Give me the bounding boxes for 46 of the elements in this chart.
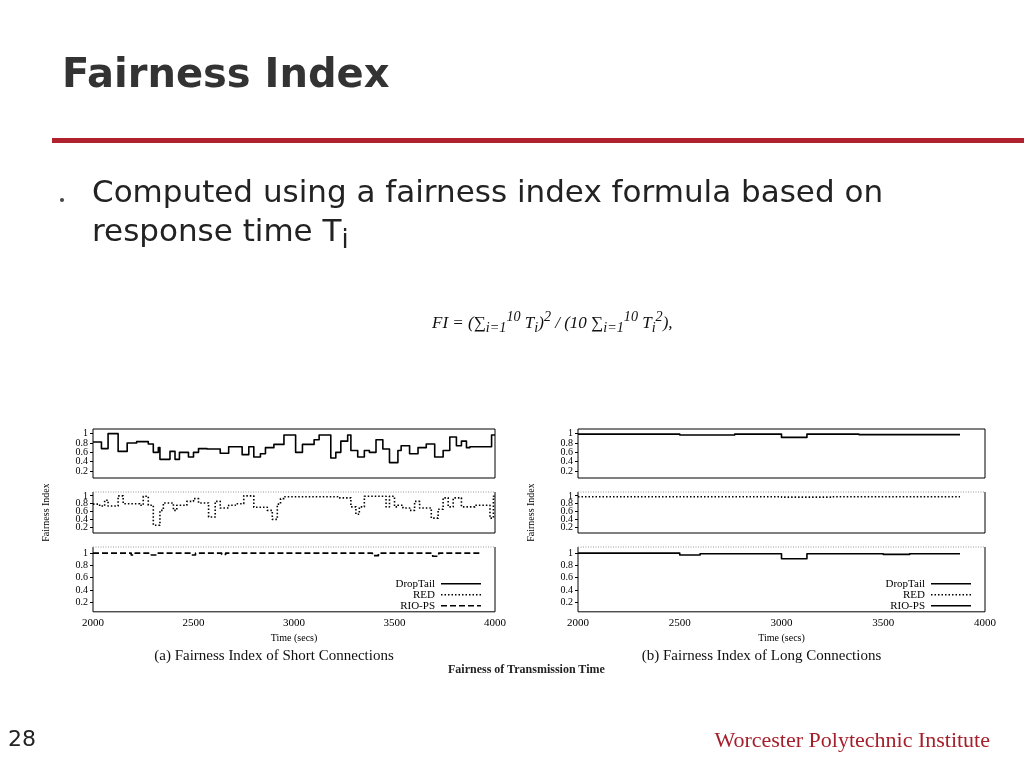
x-axis-title: Time (secs) [270,631,318,644]
y-tick-label: 0.8 [560,559,573,571]
y-tick-label: 0.2 [560,464,573,476]
legend-label: DropTail [885,576,925,589]
x-tick-label: 2000 [567,616,590,629]
text: Computed using a fairness index formula based on response time T$_{i}$ [92,172,885,256]
legend-label: DropTail [395,576,435,589]
y-tick-label: 0.2 [75,464,88,476]
x-tick-label: 2500 [668,616,692,629]
y-tick-label: 0.4 [75,455,88,467]
y-tick-label: 1 [83,427,88,439]
legend-label: RIO-PS [400,598,435,611]
text: FI = (∑$_{i=1}$$^{10}$ T$_{i}$)$^{2}$ / (10 ∑$_{i=1}$$^{10}$ T$_{i}$$^{2}$), [432,308,673,336]
y-tick-label: 0.6 [560,445,573,457]
text: (b) Fairness Index of Long Connections [641,647,882,665]
x-tick-label: 2500 [182,616,205,629]
y-tick-label: 0.4 [75,583,88,595]
y-tick-label: 1 [568,427,573,439]
y-tick-label: 0.6 [75,445,88,457]
x-tick-label: 4000 [484,616,507,629]
y-tick-label: 0.4 [560,583,573,595]
x-tick-label: 4000 [974,616,997,629]
x-tick-label: 3500 [383,616,406,629]
text: 28 [8,726,37,751]
text: Fairness Index [62,50,390,96]
x-tick-label: 2000 [82,616,105,629]
y-tick-label: 0.8 [75,436,88,448]
y-axis-title: Fairness Index [39,483,51,542]
text: (a) Fairness Index of Short Connections [154,647,394,665]
y-tick-label: 1 [83,546,88,558]
y-tick-label: 0.8 [75,559,88,571]
y-tick-label: 0.6 [560,571,573,583]
y-tick-label: 0.4 [560,455,573,467]
text: Fairness of Transmission Time [448,662,606,677]
legend-label: RIO-PS [890,598,925,611]
y-tick-label: 1 [568,546,573,558]
x-tick-label: 3000 [283,616,306,629]
y-tick-label: 0.8 [560,436,573,448]
text: Worcester Polytechnic Institute [713,727,990,753]
x-axis-title: Time (secs) [758,631,805,644]
y-tick-label: 0.2 [75,596,88,608]
y-tick-label: 0.2 [560,596,573,608]
x-tick-label: 3500 [872,616,895,629]
y-tick-label: 0.6 [75,571,88,583]
x-tick-label: 3000 [770,616,793,629]
y-axis-title: Fairness Index [524,483,536,542]
